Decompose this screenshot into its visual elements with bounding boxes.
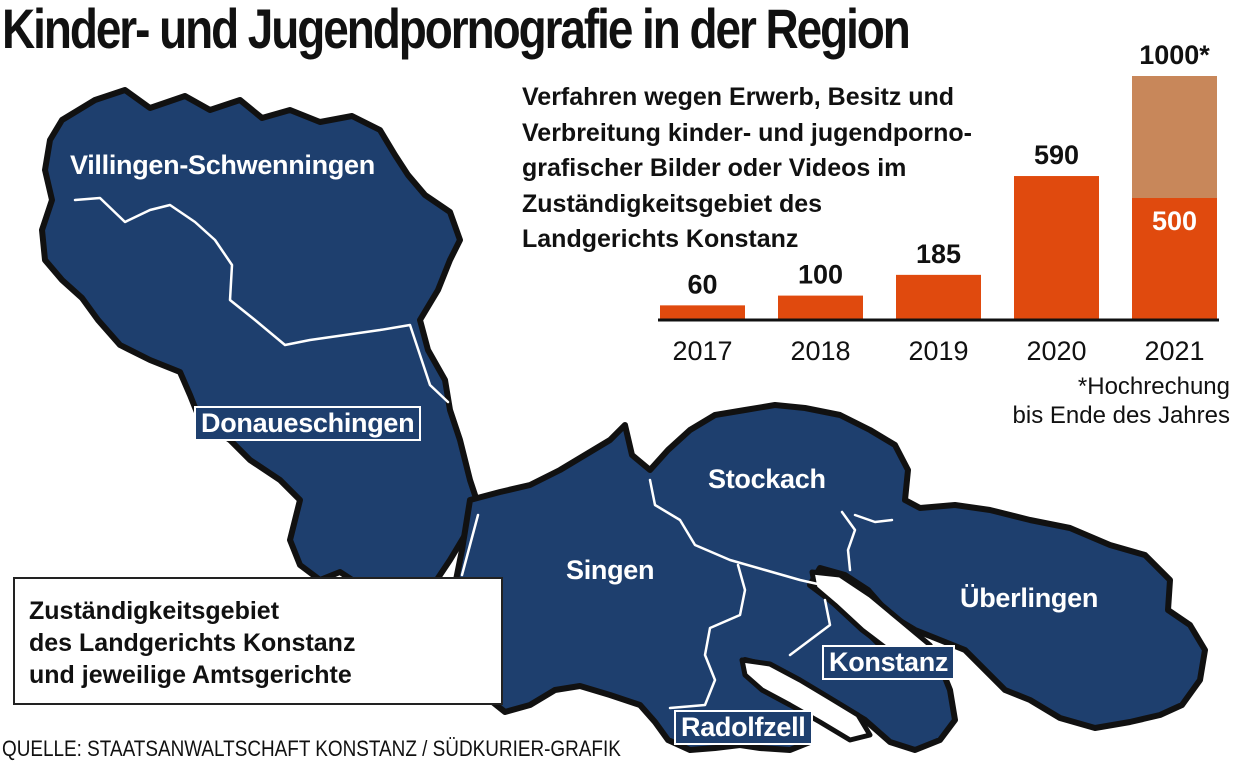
bar-value-label-2017: 60 [687, 269, 717, 299]
border-vs-donaueschingen [73, 196, 450, 404]
x-tick-label-2018: 2018 [790, 336, 850, 366]
border-singen-konstanz [668, 563, 747, 710]
x-tick-label-2021: 2021 [1144, 336, 1204, 366]
label-radolfzell: Radolfzell [674, 710, 813, 745]
chart-description: Verfahren wegen Erwerb, Besitz und Verbr… [522, 80, 1022, 258]
label-singen: Singen [566, 555, 655, 585]
bar-value-label-2019: 185 [916, 239, 961, 269]
district-borders [73, 196, 894, 710]
bar-value-label-2018: 100 [798, 260, 843, 290]
bar-value-label-2021: 500 [1152, 206, 1197, 236]
chart-description-line: grafischer Bilder oder Videos im [522, 154, 907, 182]
border-stockach-ueberlingen [840, 510, 857, 572]
map-legend-text: Zuständigkeitsgebiet des Landgerichts Ko… [29, 597, 356, 689]
chart-footnote: *Hochrechung bis Ende des Jahres [1013, 372, 1230, 430]
x-tick-label-2020: 2020 [1026, 336, 1086, 366]
bar-2021 [1132, 198, 1217, 320]
source-credit: QUELLE: STAATSANWALTSCHAFT KONSTANZ / SÜ… [2, 736, 621, 761]
bar-2020 [1014, 176, 1099, 320]
chart-description-line: Zuständigkeitsgebiet des [522, 189, 823, 218]
x-tick-label-2017: 2017 [672, 336, 732, 366]
footnote-text: *Hochrechung bis Ende des Jahres [1012, 373, 1230, 429]
bar-projection-label: 1000* [1139, 40, 1210, 70]
label-donaueschingen: Donaueschingen [194, 406, 422, 441]
bar-2018 [778, 295, 863, 320]
map-region-north [39, 87, 483, 603]
x-tick-label-2019: 2019 [908, 336, 968, 366]
border-singen-stockach [648, 478, 824, 587]
bar-2017 [660, 305, 745, 320]
map-legend: Zuständigkeitsgebiet des Landgerichts Ko… [13, 577, 503, 705]
chart-description-line: Verbreitung kinder- und jugendporno- [522, 118, 972, 147]
bar-value-label-2020: 590 [1034, 140, 1079, 170]
border-donaueschingen-singen [460, 513, 480, 577]
chart-description-line: Landgerichts Konstanz [522, 225, 799, 253]
label-ueberlingen: Überlingen [960, 583, 1099, 613]
page-title: Kinder- und Jugendpornografie in der Reg… [2, 0, 911, 60]
label-stockach: Stockach [708, 464, 826, 494]
label-villingen-schwenningen: Villingen-Schwenningen [70, 150, 375, 180]
border-stockach-ueberlingen-2 [853, 513, 894, 524]
chart-description-line: Verfahren wegen Erwerb, Besitz und [522, 83, 955, 111]
bar-2019 [896, 274, 981, 320]
label-konstanz: Konstanz [822, 645, 956, 680]
lake-untersee [739, 657, 873, 743]
border-konstanz [788, 598, 832, 657]
